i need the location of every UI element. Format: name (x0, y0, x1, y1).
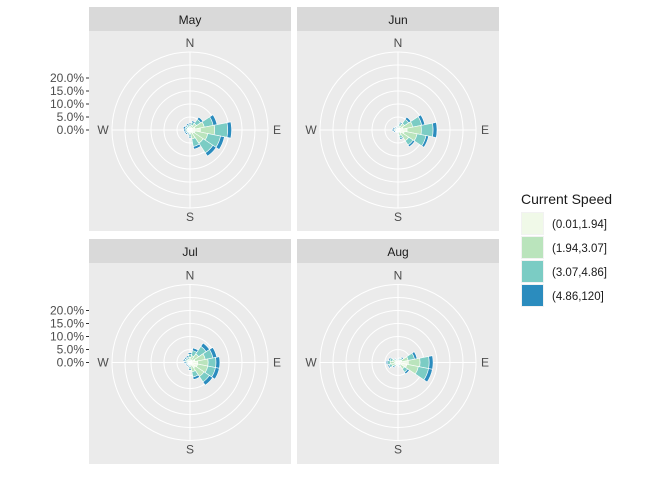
facet-panels: MayNESW0.0%5.0%10.0%15.0%20.0%JunNESWJul… (50, 7, 499, 464)
wedge-ese-bin-4 (423, 368, 433, 383)
compass-label-n: N (394, 269, 403, 283)
wedge-s-bin-4 (188, 136, 192, 139)
wedge-s-bin-4 (396, 132, 400, 135)
y-tick-label: 15.0% (50, 84, 84, 98)
wedge-nw-bin-4 (393, 357, 396, 361)
legend-label: (4.86,120] (552, 291, 604, 303)
wedge-e-bin-4 (226, 121, 232, 139)
legend-item: (0.01,1.94] (521, 212, 607, 235)
compass-label-w: W (305, 123, 317, 137)
legend-swatch (522, 261, 543, 282)
legend-label: (1.94,3.07] (552, 243, 607, 255)
legend-label: (0.01,1.94] (552, 219, 607, 231)
compass-label-w: W (97, 123, 109, 137)
compass-label-e: E (481, 123, 489, 137)
strip-label: Aug (387, 245, 408, 259)
wedges (391, 114, 438, 148)
wedge-ese-bin-4 (421, 135, 429, 148)
panel-jul: Jul N E S W 0.0%5.0%10.0%15.0%20.0% (50, 239, 291, 464)
y-tick-label: 0.0% (57, 123, 85, 137)
legend: Current Speed (0.01,1.94] (1.94,3.07] (3.07… (521, 191, 612, 307)
compass-label-s: S (394, 443, 402, 457)
wedge-e-bin-4 (432, 122, 438, 138)
legend-item: (3.07,4.86] (521, 260, 607, 283)
legend-swatch (522, 237, 543, 258)
y-axis: 0.0%5.0%10.0%15.0%20.0% (50, 304, 89, 370)
wedge-sse-bin-4 (399, 136, 404, 140)
wedge-nnw-bin-4 (185, 355, 190, 359)
compass-label-s: S (394, 210, 402, 224)
compass-label-n: N (186, 36, 195, 50)
y-tick-label: 20.0% (50, 304, 84, 318)
legend-swatch (522, 285, 543, 306)
panel-aug: Aug N E S W (297, 239, 499, 464)
wedge-sse-bin-4 (398, 365, 402, 368)
compass-label-w: W (305, 356, 317, 370)
wedge-se-bin-4 (202, 375, 214, 386)
wedge-e-bin-4 (215, 356, 221, 369)
compass-label-e: E (481, 356, 489, 370)
grid (111, 51, 269, 209)
strip-background (297, 7, 499, 31)
wedge-e-bin-3 (419, 356, 430, 369)
strip-background (89, 239, 291, 263)
y-tick-label: 15.0% (50, 317, 84, 331)
wedge-n-bin-4 (187, 352, 193, 355)
compass-label-e: E (273, 356, 281, 370)
y-tick-label: 0.0% (57, 356, 85, 370)
compass-label-n: N (186, 269, 195, 283)
wedge-nnw-bin-4 (395, 126, 398, 129)
wedge-nnw-bin-4 (395, 358, 398, 361)
legend-item: (4.86,120] (521, 284, 604, 307)
y-tick-label: 20.0% (50, 71, 84, 85)
wedge-sse-bin-4 (192, 143, 202, 150)
panel-jun: Jun N E S W (297, 7, 499, 231)
compass-label-w: W (97, 356, 109, 370)
strip-background (297, 239, 499, 263)
compass-label-s: S (186, 443, 194, 457)
compass-label-s: S (186, 210, 194, 224)
wedges (182, 342, 221, 386)
y-tick-label: 10.0% (50, 97, 84, 111)
wedge-w-bin-4 (385, 359, 389, 366)
wedge-se-bin-4 (404, 368, 410, 375)
y-axis: 0.0%5.0%10.0%15.0%20.0% (50, 71, 89, 137)
y-tick-label: 10.0% (50, 330, 84, 344)
wedges (182, 114, 232, 157)
panel-may: May N E S W 0.0%5.0%10.0%15.0%20.0% (50, 7, 291, 231)
compass-label-n: N (394, 36, 403, 50)
legend-swatch (522, 213, 543, 234)
legend-label: (3.07,4.86] (552, 267, 607, 279)
wedge-se-bin-4 (204, 144, 217, 157)
legend-title: Current Speed (521, 191, 612, 207)
wedges (385, 351, 434, 383)
y-tick-label: 5.0% (57, 343, 85, 357)
wedge-wnw-bin-4 (388, 356, 392, 362)
wedge-se-bin-4 (407, 139, 416, 148)
compass-label-e: E (273, 123, 281, 137)
strip-label: Jun (388, 13, 407, 27)
strip-background (89, 7, 291, 31)
wedge-sse-bin-4 (192, 374, 201, 380)
wedge-nnw-bin-4 (185, 123, 190, 126)
strip-label: May (179, 13, 202, 27)
y-tick-label: 5.0% (57, 110, 85, 124)
wedge-s-bin-4 (188, 368, 192, 371)
wedge-e-bin-4 (428, 355, 434, 370)
strip-label: Jul (182, 245, 197, 259)
legend-item: (1.94,3.07] (521, 236, 607, 259)
